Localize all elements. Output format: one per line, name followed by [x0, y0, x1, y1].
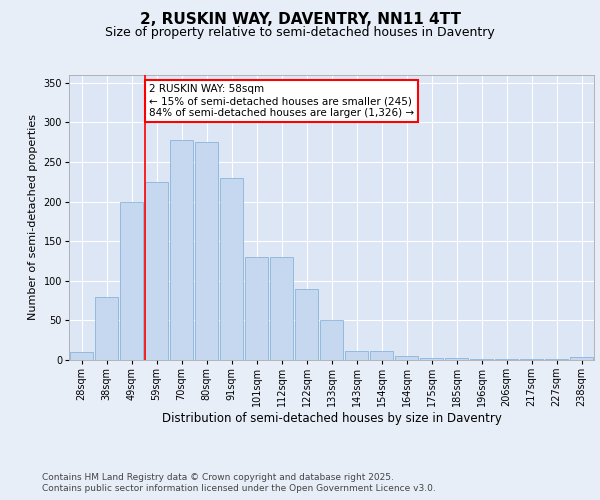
Y-axis label: Number of semi-detached properties: Number of semi-detached properties [28, 114, 38, 320]
Text: Contains HM Land Registry data © Crown copyright and database right 2025.: Contains HM Land Registry data © Crown c… [42, 472, 394, 482]
Bar [420, 358, 443, 360]
Bar [70, 352, 93, 360]
Text: 2 RUSKIN WAY: 58sqm
← 15% of semi-detached houses are smaller (245)
84% of semi-: 2 RUSKIN WAY: 58sqm ← 15% of semi-detach… [149, 84, 414, 117]
Bar [320, 320, 343, 360]
Bar [95, 296, 118, 360]
Bar [520, 359, 543, 360]
Bar [570, 357, 593, 360]
Bar [145, 182, 168, 360]
Text: Size of property relative to semi-detached houses in Daventry: Size of property relative to semi-detach… [105, 26, 495, 39]
Bar [370, 350, 393, 360]
Bar [470, 359, 493, 360]
X-axis label: Distribution of semi-detached houses by size in Daventry: Distribution of semi-detached houses by … [161, 412, 502, 425]
Bar [170, 140, 193, 360]
Text: 2, RUSKIN WAY, DAVENTRY, NN11 4TT: 2, RUSKIN WAY, DAVENTRY, NN11 4TT [139, 12, 461, 28]
Bar [495, 359, 518, 360]
Bar [445, 358, 468, 360]
Bar [195, 142, 218, 360]
Bar [245, 257, 268, 360]
Bar [120, 202, 143, 360]
Bar [345, 350, 368, 360]
Bar [220, 178, 243, 360]
Bar [395, 356, 418, 360]
Text: Contains public sector information licensed under the Open Government Licence v3: Contains public sector information licen… [42, 484, 436, 493]
Bar [295, 289, 318, 360]
Bar [545, 359, 568, 360]
Bar [270, 257, 293, 360]
